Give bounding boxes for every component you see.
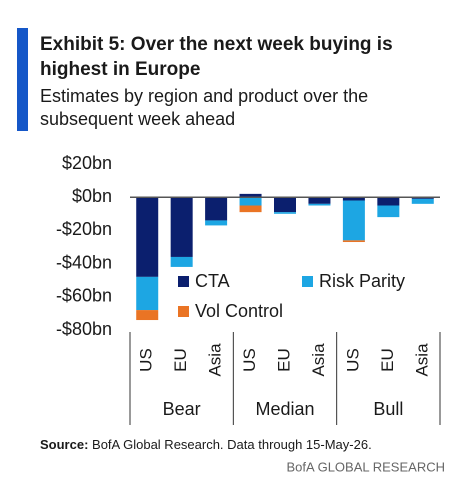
legend-label: Risk Parity xyxy=(319,271,405,291)
bar-segment xyxy=(308,197,331,204)
footer: BofA GLOBAL RESEARCH xyxy=(287,459,445,474)
chart-subtitle: Estimates by region and product over the xyxy=(40,86,368,106)
bar-segment xyxy=(411,197,434,199)
y-tick-label: -$60bn xyxy=(56,286,112,306)
y-tick-label: -$40bn xyxy=(56,252,112,272)
source-label: Source: xyxy=(40,437,88,452)
bar-segment xyxy=(205,197,228,221)
group-label: Bull xyxy=(373,399,403,419)
chart-title: highest in Europe xyxy=(40,59,200,80)
y-tick-label: $20bn xyxy=(62,153,112,173)
bar-segment xyxy=(170,256,193,267)
bar-segment xyxy=(377,197,400,206)
x-tick-label: US xyxy=(240,348,259,372)
y-tick-label: -$80bn xyxy=(56,319,112,339)
x-tick-label: EU xyxy=(274,348,293,372)
x-tick-label: US xyxy=(343,348,362,372)
bar-segment xyxy=(136,310,159,321)
bar-segment xyxy=(342,200,365,241)
bar-segment xyxy=(239,197,262,206)
legend-label: Vol Control xyxy=(195,301,283,321)
legend-swatch xyxy=(178,306,189,317)
x-tick-label: EU xyxy=(378,348,397,372)
y-tick-label: $0bn xyxy=(72,186,112,206)
x-tick-label: Asia xyxy=(206,343,225,377)
x-tick-label: US xyxy=(137,348,156,372)
bar-segment xyxy=(274,212,296,214)
legend-swatch xyxy=(302,276,313,287)
bar-segment xyxy=(136,276,159,311)
bar-segment xyxy=(170,197,193,257)
bar-segment xyxy=(274,197,296,213)
group-label: Bear xyxy=(163,399,201,419)
bar-segment xyxy=(342,240,365,243)
bar-segment xyxy=(377,205,400,218)
legend-label: CTA xyxy=(195,271,230,291)
bar-segment xyxy=(239,193,262,198)
y-tick-label: -$20bn xyxy=(56,219,112,239)
chart-title: Exhibit 5: Over the next week buying is xyxy=(40,34,393,55)
bar-segment xyxy=(411,198,434,204)
bar-segment xyxy=(239,205,262,213)
source: Source: BofA Global Research. Data throu… xyxy=(40,437,372,452)
source-text: BofA Global Research. Data through 15-Ma… xyxy=(92,437,372,452)
x-tick-label: Asia xyxy=(309,343,328,377)
bar-segment xyxy=(308,203,331,206)
bar-segment xyxy=(136,197,159,277)
bar-segment xyxy=(342,197,365,201)
x-tick-label: EU xyxy=(171,348,190,372)
legend-swatch xyxy=(178,276,189,287)
group-label: Median xyxy=(255,399,314,419)
bar-segment xyxy=(205,220,228,226)
accent-bar xyxy=(17,28,28,131)
x-tick-label: Asia xyxy=(412,343,431,377)
chart-subtitle: subsequent week ahead xyxy=(40,109,235,129)
